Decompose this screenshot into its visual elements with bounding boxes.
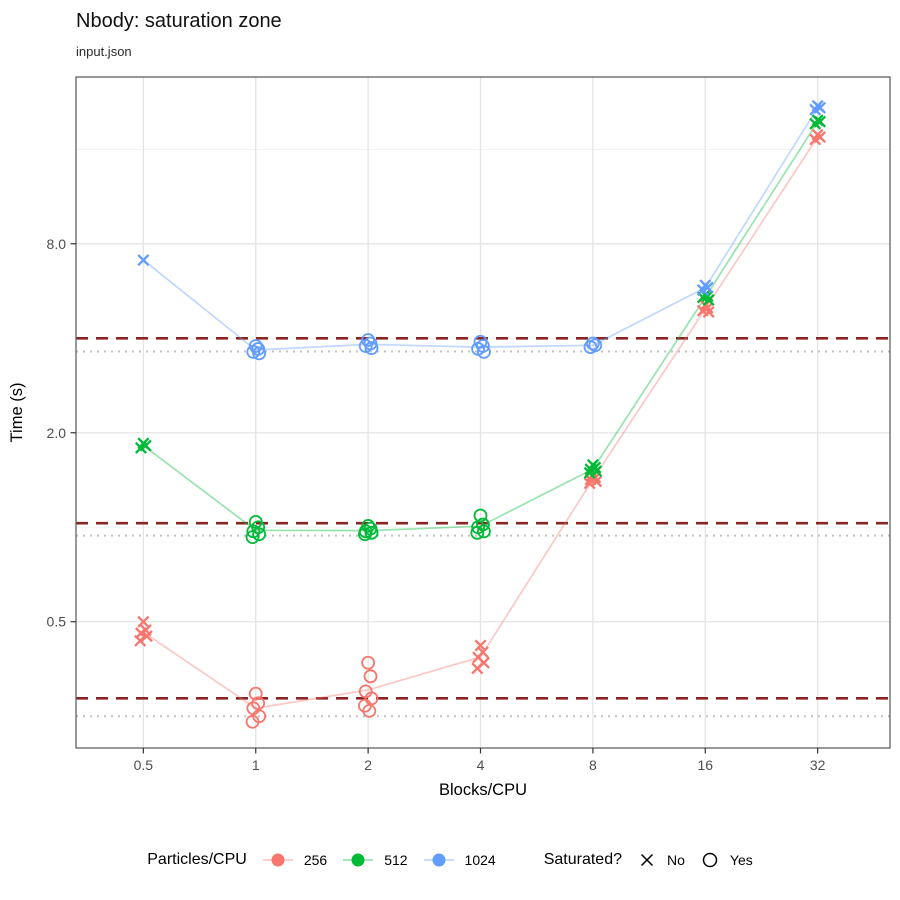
data-point-x-256	[474, 639, 487, 652]
data-point-circle-512	[358, 527, 372, 542]
data-point-circle-512	[364, 525, 379, 540]
data-point-x-512	[134, 441, 147, 454]
data-point-circle-256	[361, 655, 376, 670]
legend-shape-title: Saturated?	[543, 851, 622, 868]
chart-title: Nbody: saturation zone	[76, 10, 282, 32]
x-marker-icon	[636, 849, 658, 871]
chart-subtitle: input.json	[76, 44, 132, 59]
x-tick-label: 4	[477, 757, 485, 773]
x-tick-label: 32	[810, 757, 826, 773]
data-point-x-256	[809, 133, 822, 146]
x-tick-label: 0.5	[134, 757, 154, 773]
panel-background	[76, 77, 890, 748]
legend-item-1024: 1024	[422, 849, 496, 871]
legend-item-not-saturated: No	[636, 849, 685, 871]
data-point-circle-1024	[585, 336, 600, 351]
circle-marker-icon	[699, 849, 721, 871]
data-point-x-256	[702, 306, 715, 319]
y-tick-label: 8.0	[47, 236, 67, 252]
data-point-circle-256	[363, 669, 378, 684]
data-point-x-512	[702, 293, 715, 306]
legend-item-saturated: Yes	[699, 849, 753, 871]
x-axis-title: Blocks/CPU	[439, 781, 527, 799]
data-point-circle-1024	[583, 340, 598, 354]
data-point-circle-256	[245, 714, 260, 729]
legend-item-label: 256	[303, 852, 328, 868]
data-point-x-512	[583, 466, 596, 479]
data-point-circle-512	[252, 527, 267, 542]
series-256-key-icon	[261, 849, 295, 871]
data-point-x-256	[590, 475, 603, 488]
data-point-x-256	[134, 634, 147, 647]
data-point-circle-256	[248, 686, 263, 701]
y-axis-title: Time (s)	[8, 383, 26, 443]
series-512-key-icon	[341, 849, 375, 871]
legend-item-512: 512	[341, 849, 408, 871]
series-1024-key-icon	[422, 849, 456, 871]
data-point-circle-512	[245, 530, 260, 545]
data-point-circle-512	[470, 525, 485, 540]
data-point-circle-1024	[477, 344, 491, 359]
data-point-circle-1024	[361, 333, 376, 347]
legend-item-256: 256	[261, 849, 327, 871]
panel-border	[75, 76, 891, 749]
plot-area: 0.5 1 2 4 8 16 32 0.5 2.0 8.0 Blocks/CPU Time (s)	[8, 76, 891, 799]
data-point-x-256	[137, 615, 150, 628]
legend-color-title: Particles/CPU	[147, 851, 247, 868]
data-point-circle-512	[477, 524, 491, 539]
x-tick-label: 1	[252, 757, 260, 773]
x-tick-label: 2	[364, 757, 372, 773]
data-point-circle-1024	[246, 344, 261, 359]
legend-item-label: 512	[384, 852, 408, 868]
data-point-x-256	[140, 630, 153, 643]
data-point-circle-256	[362, 703, 377, 718]
legend-item-label: 1024	[464, 852, 496, 868]
x-tick-label: 8	[589, 757, 597, 773]
y-tick-label: 2.0	[47, 425, 67, 441]
data-point-x-1024	[696, 284, 709, 297]
data-point-circle-1024	[358, 339, 373, 353]
data-point-circle-1024	[364, 341, 379, 356]
data-point-x-1024	[809, 103, 822, 116]
data-point-circle-1024	[252, 346, 267, 361]
x-tick-label: 16	[697, 757, 713, 773]
data-point-x-256	[583, 477, 596, 490]
data-point-x-512	[809, 117, 822, 130]
legend-item-label: No	[666, 852, 685, 868]
data-point-x-1024	[137, 254, 150, 267]
y-tick-label: 0.5	[47, 614, 67, 630]
data-point-circle-1024	[248, 339, 263, 353]
legend-item-label: Yes	[729, 852, 753, 868]
data-point-x-256	[471, 662, 484, 675]
legend: Particles/CPU 256 512 1024 Saturated?	[0, 838, 900, 882]
